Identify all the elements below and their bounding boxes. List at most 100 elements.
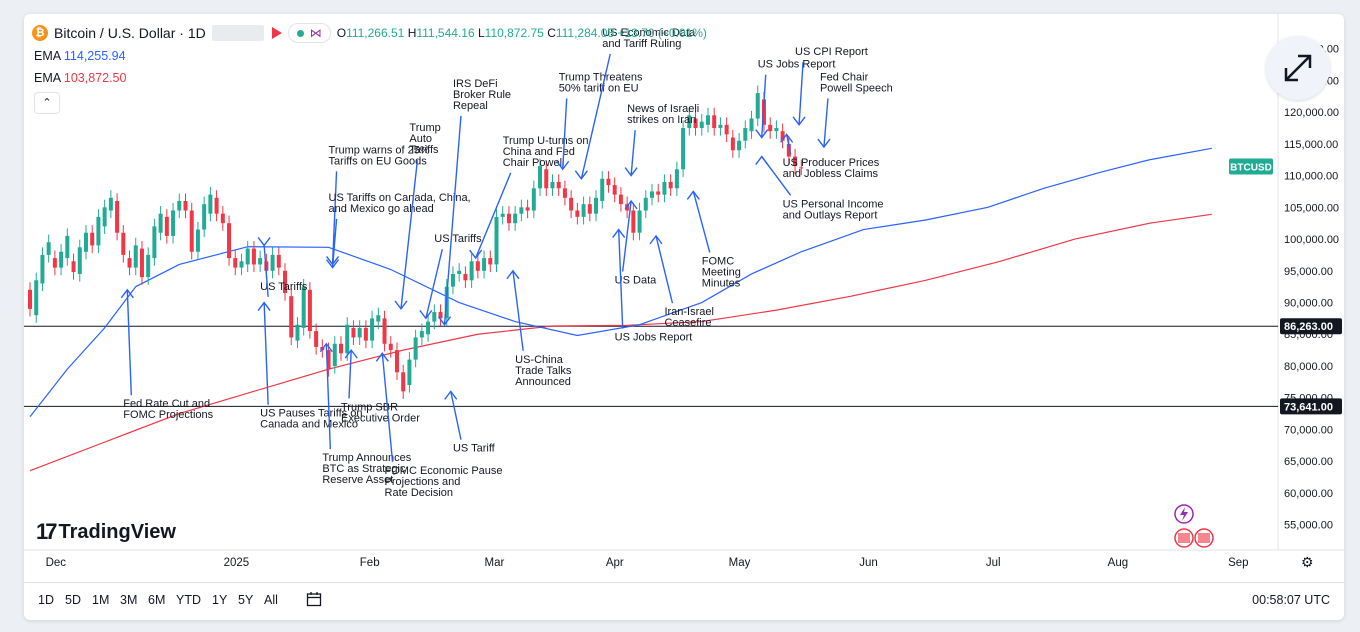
candle-body <box>258 258 263 265</box>
timeframe-3m-button[interactable]: 3M <box>120 593 138 607</box>
candle-body <box>432 312 437 322</box>
time-axis-label: Jul <box>986 557 1001 569</box>
event-annotation: Trump SBR Executive Order <box>341 401 420 424</box>
price-tick-label: 100,000.00 <box>1284 234 1339 246</box>
annotation-arrow <box>798 61 804 125</box>
annotation-arrowhead <box>344 348 358 359</box>
timeframe-ytd-button[interactable]: YTD <box>176 593 201 607</box>
candle-body <box>102 207 107 227</box>
candle-body <box>743 128 748 141</box>
candle-body <box>419 331 424 338</box>
candle-body <box>438 312 443 319</box>
candle-body <box>413 337 418 360</box>
timeframe-all-button[interactable]: All <box>264 593 278 607</box>
tradingview-logo: 17 TradingView <box>36 519 176 544</box>
candle-body <box>650 191 654 198</box>
symbol-title[interactable]: Bitcoin / U.S. Dollar · 1D <box>54 25 206 41</box>
timeframe-5d-button[interactable]: 5D <box>65 593 81 607</box>
level-badge <box>1280 318 1342 335</box>
candle-body <box>556 181 561 189</box>
annotation-arrowhead <box>319 342 333 353</box>
candle-body <box>332 343 337 366</box>
ema-slow-legend[interactable]: EMA 103,872.50 <box>34 71 127 85</box>
annotation-arrowhead <box>755 155 769 165</box>
annotation-arrow <box>331 218 338 268</box>
candle-body <box>643 197 648 211</box>
timeframe-1m-button[interactable]: 1M <box>92 593 110 607</box>
candle-body <box>482 258 487 271</box>
candle-body <box>606 178 611 186</box>
annotation-arrow <box>580 53 611 179</box>
level-badge <box>1280 398 1342 415</box>
timeframe-6m-button[interactable]: 6M <box>148 593 166 607</box>
timeframe-5y-button[interactable]: 5Y <box>238 593 254 607</box>
time-axis-label: Feb <box>360 557 380 569</box>
gear-icon[interactable]: ⚙ <box>1301 554 1314 570</box>
candle-body <box>755 93 760 119</box>
candle-body <box>407 359 412 386</box>
candle-body <box>382 318 387 344</box>
ema-fast-legend[interactable]: EMA 114,255.94 <box>34 49 126 63</box>
level-badge-label: 86,263.00 <box>1284 321 1333 333</box>
candle-body <box>90 232 95 246</box>
event-annotation: US Tariffs on Canada, China, and Mexico g… <box>329 192 471 215</box>
event-annotation: US-China Trade Talks Announced <box>515 354 572 388</box>
candle-body <box>668 181 673 189</box>
candle-body <box>339 343 343 354</box>
event-annotation: US Economic Data and Tariff Ruling <box>602 27 696 50</box>
time-axis-label: Sep <box>1228 557 1248 569</box>
annotation-arrowhead <box>506 269 520 280</box>
event-annotation: US Data <box>615 274 657 286</box>
candle-body <box>519 207 524 214</box>
candle-body <box>146 254 151 278</box>
candle-body <box>662 181 667 195</box>
candle-body <box>475 261 480 271</box>
event-annotation: Fed Chair Powell Speech <box>820 71 893 94</box>
annotation-arrow <box>450 391 462 440</box>
ema-slow-line <box>29 213 1212 472</box>
ema-fast-line <box>29 147 1212 418</box>
price-tick-label: 55,000.00 <box>1284 520 1333 532</box>
candle-body <box>251 248 256 265</box>
event-annotation: US Personal Income and Outlays Report <box>783 198 884 221</box>
candle-body <box>171 210 176 236</box>
flag-icon[interactable] <box>271 27 282 39</box>
candle-body <box>656 191 661 195</box>
price-tick-label: 70,000.00 <box>1284 424 1333 436</box>
event-icons[interactable] <box>1174 500 1234 565</box>
candle-body <box>115 200 120 233</box>
candle-body <box>177 200 182 211</box>
annotation-arrowhead <box>574 170 588 180</box>
candle-body <box>780 131 785 141</box>
event-annotation: US Tariff <box>453 443 496 455</box>
fullscreen-button[interactable] <box>1266 36 1330 100</box>
utc-clock[interactable]: 00:58:07 UTC <box>1252 593 1330 607</box>
price-chart[interactable]: 130,000.00125,000.00120,000.00115,000.00… <box>24 14 1344 582</box>
candle-body <box>531 188 536 211</box>
annotation-arrow <box>263 302 269 405</box>
status-pill[interactable]: ⋈ <box>287 23 331 43</box>
candle-body <box>301 286 306 328</box>
symbol-badge-label: BTCUSD <box>1230 162 1272 173</box>
price-tick-label: 65,000.00 <box>1284 456 1333 468</box>
share-icon: ⋈ <box>309 26 322 40</box>
candle-body <box>681 128 686 170</box>
candle-body <box>345 324 350 354</box>
candle-body <box>370 318 375 341</box>
candle-body <box>705 115 710 125</box>
candle-body <box>202 204 207 230</box>
annotation-arrowhead <box>792 116 806 127</box>
candle-body <box>376 315 381 322</box>
candle-body <box>687 115 692 129</box>
collapse-legend-button[interactable]: ⌃ <box>34 92 60 114</box>
candle-body <box>314 331 319 347</box>
candle-body <box>77 247 82 274</box>
annotation-arrow <box>621 200 632 272</box>
candle-body <box>239 261 244 268</box>
timeframe-1y-button[interactable]: 1Y <box>212 593 228 607</box>
timeframe-1d-button[interactable]: 1D <box>38 593 54 607</box>
calendar-icon[interactable] <box>306 591 322 607</box>
annotation-arrow <box>761 74 767 138</box>
annotation-arrow <box>348 350 352 399</box>
event-annotation: US Jobs Report <box>615 332 693 344</box>
